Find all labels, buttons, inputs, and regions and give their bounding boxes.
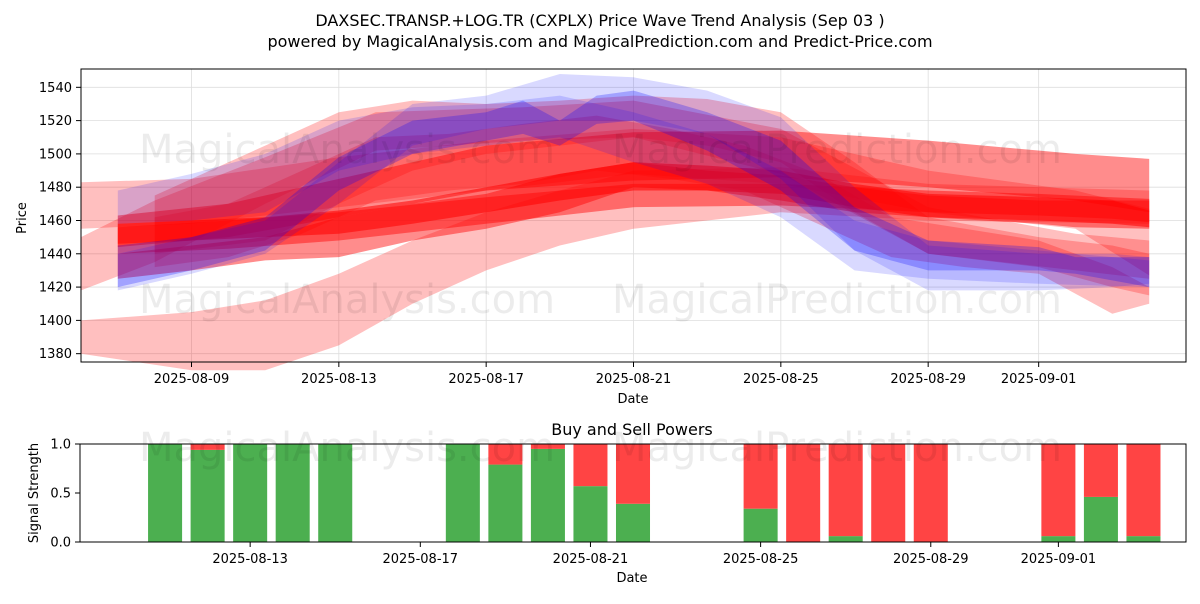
sell-bar-2025-08-12 — [190, 444, 225, 450]
price-y-tick-label-5: 1480 — [39, 181, 72, 196]
price-x-tick-label-0: 2025-08-09 — [154, 372, 230, 387]
signal-x-tick-label-4: 2025-08-29 — [893, 552, 969, 567]
sell-bar-2025-08-29 — [913, 444, 948, 542]
price-bands — [81, 74, 1150, 371]
sell-bar-2025-08-27 — [828, 444, 863, 537]
price-band-red-0 — [81, 100, 1150, 291]
price-y-axis-label: Price — [15, 202, 30, 234]
sell-bar-2025-09-01 — [1041, 444, 1076, 537]
signal-y-tick-label-0: 0.0 — [50, 536, 71, 551]
signal-y-ticks: 0.0 0.5 1.0 — [50, 438, 80, 551]
signal-x-tick-label-2: 2025-08-21 — [553, 552, 629, 567]
buy-bar-2025-08-21 — [573, 486, 608, 542]
price-chart: MagicalAnalysis.com MagicalPrediction.co… — [15, 68, 1187, 407]
sell-bar-2025-08-21 — [573, 444, 608, 487]
buy-bar-2025-08-14 — [275, 444, 310, 542]
signal-x-tick-label-1: 2025-08-17 — [383, 552, 459, 567]
price-x-axis-label: Date — [617, 392, 648, 407]
price-band-blue-9 — [117, 74, 1150, 291]
price-band-blue-10 — [117, 95, 1150, 288]
watermark-prediction-top: MagicalPrediction.com — [612, 127, 1062, 173]
watermark-analysis-bottom: MagicalAnalysis.com — [139, 425, 555, 471]
buy-bar-2025-08-27 — [828, 536, 863, 542]
buy-bar-2025-09-02 — [1083, 496, 1118, 542]
buy-bar-2025-08-15 — [318, 444, 353, 542]
price-x-tick-label-2: 2025-08-17 — [448, 372, 524, 387]
signal-chart-title: Buy and Sell Powers — [551, 420, 713, 439]
sell-bar-2025-08-25 — [743, 444, 778, 509]
chart-subtitle: powered by MagicalAnalysis.com and Magic… — [267, 32, 932, 51]
price-band-red-4 — [154, 115, 1150, 314]
signal-x-axis-label: Date — [616, 571, 647, 586]
sell-bar-2025-08-28 — [871, 444, 906, 542]
buy-bar-2025-08-22 — [615, 503, 651, 542]
signal-chart: Buy and Sell Powers MagicalAnalysis.com … — [27, 420, 1187, 586]
signal-y-tick-label-2: 1.0 — [50, 438, 71, 453]
price-y-tick-label-6: 1500 — [39, 147, 72, 162]
sell-bar-2025-09-03 — [1126, 444, 1161, 537]
price-y-tick-label-1: 1400 — [39, 314, 72, 329]
sell-bar-2025-08-19 — [488, 444, 523, 465]
buy-bar-2025-08-12 — [190, 449, 225, 542]
price-band-red-2 — [81, 167, 1150, 371]
price-x-ticks: 2025-08-09 2025-08-13 2025-08-17 2025-08-21… — [154, 362, 1077, 387]
price-x-tick-label-1: 2025-08-13 — [301, 372, 377, 387]
price-band-red-8 — [117, 162, 1150, 244]
price-y-tick-label-2: 1420 — [39, 281, 72, 296]
buy-bar-2025-08-11 — [148, 444, 183, 542]
watermark-analysis-top: MagicalAnalysis.com — [139, 127, 555, 173]
price-y-ticks: 1380 1400 1420 1440 1460 1480 1500 1520 1540 — [39, 81, 81, 362]
signal-bars — [148, 444, 1161, 542]
price-y-tick-label-8: 1540 — [39, 81, 72, 96]
price-band-red-3 — [154, 95, 1150, 296]
price-band-red-1 — [81, 128, 1150, 276]
sell-bar-2025-08-22 — [615, 444, 651, 504]
buy-bar-2025-08-20 — [530, 448, 565, 542]
watermark-prediction-mid: MagicalPrediction.com — [612, 277, 1062, 323]
signal-y-axis-label: Signal Strength — [27, 443, 42, 543]
signal-x-ticks: 2025-08-13 2025-08-17 2025-08-21 2025-08-25… — [212, 542, 1096, 567]
buy-bar-2025-08-25 — [743, 508, 778, 542]
signal-x-tick-label-0: 2025-08-13 — [212, 552, 288, 567]
watermark-prediction-bottom: MagicalPrediction.com — [612, 425, 1062, 471]
price-band-red-5 — [117, 130, 1150, 248]
price-y-tick-label-7: 1520 — [39, 114, 72, 129]
chart-title: DAXSEC.TRANSP.+LOG.TR (CXPLX) Price Wave… — [315, 11, 884, 30]
price-x-tick-label-5: 2025-08-29 — [890, 372, 966, 387]
buy-bar-2025-09-03 — [1126, 536, 1161, 542]
price-x-tick-label-6: 2025-09-01 — [1001, 372, 1077, 387]
signal-x-tick-label-5: 2025-09-01 — [1021, 552, 1097, 567]
buy-bar-2025-08-19 — [488, 464, 523, 542]
sell-bar-2025-09-02 — [1083, 444, 1118, 497]
sell-bar-2025-08-26 — [786, 444, 821, 542]
buy-bar-2025-09-01 — [1041, 536, 1076, 542]
signal-x-tick-label-3: 2025-08-25 — [723, 552, 799, 567]
buy-bar-2025-08-13 — [233, 444, 268, 542]
buy-bar-2025-08-18 — [445, 444, 480, 542]
price-y-tick-label-4: 1460 — [39, 214, 72, 229]
watermark-analysis-mid: MagicalAnalysis.com — [139, 277, 555, 323]
price-x-tick-label-3: 2025-08-21 — [596, 372, 672, 387]
signal-y-tick-label-1: 0.5 — [50, 487, 71, 502]
price-band-blue-11 — [117, 90, 1150, 288]
price-x-tick-label-4: 2025-08-25 — [743, 372, 819, 387]
sell-bar-2025-08-20 — [530, 444, 565, 449]
price-y-tick-label-3: 1440 — [39, 247, 72, 262]
price-y-tick-label-0: 1380 — [39, 347, 72, 362]
